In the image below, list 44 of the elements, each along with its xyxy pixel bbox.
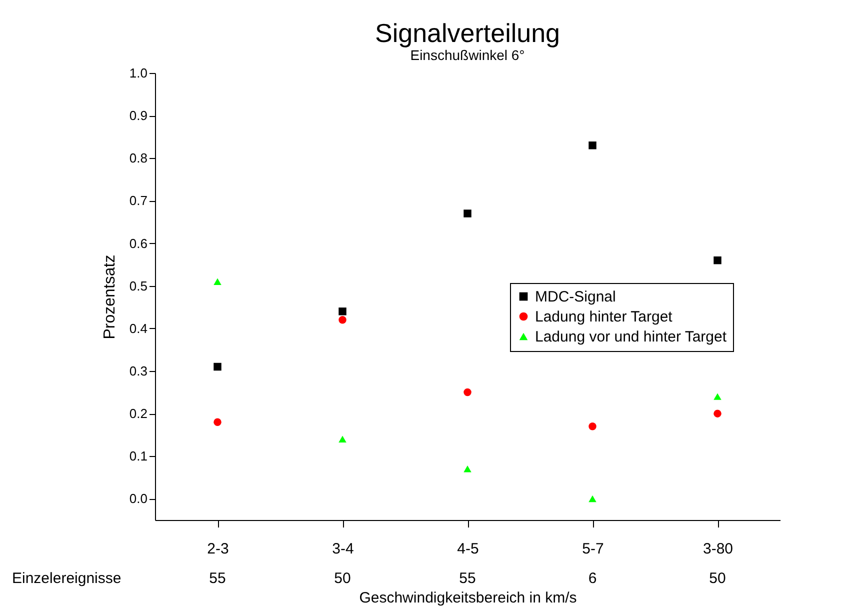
text: 50 xyxy=(709,570,726,587)
y-tick-label: 0.7 xyxy=(129,193,148,208)
point xyxy=(214,362,222,371)
y-tick-label: 0.8 xyxy=(129,150,148,166)
x-tick-label: 3-4 xyxy=(332,540,354,558)
point xyxy=(588,422,596,430)
point xyxy=(714,410,722,418)
x-tick-label: 2-3 xyxy=(207,540,229,558)
y-tick-label: 0.4 xyxy=(129,320,148,336)
point xyxy=(714,393,722,400)
point xyxy=(338,308,346,316)
text: 50 xyxy=(334,570,351,587)
legend-label: MDC-Signal xyxy=(535,288,616,306)
point xyxy=(214,418,222,426)
y-tick-label: 0.3 xyxy=(129,364,148,378)
y-tick-label: 0.2 xyxy=(129,406,148,422)
point xyxy=(714,256,722,264)
chart-title: Signalverteilung xyxy=(374,18,560,48)
x-tick-label: 4-5 xyxy=(457,540,479,558)
point xyxy=(588,495,596,502)
y-axis-title: Prozentsatz xyxy=(101,254,118,340)
point xyxy=(588,142,596,150)
y-tick-label: 0.6 xyxy=(129,236,148,251)
text: 55 xyxy=(209,570,226,587)
y-tick-label: 0.1 xyxy=(129,448,148,464)
point xyxy=(464,466,472,472)
point xyxy=(464,388,472,396)
y-tick-label: 0.5 xyxy=(129,278,148,294)
text: 6 xyxy=(588,570,597,587)
legend-label: Ladung vor und hinter Target xyxy=(535,328,728,346)
point xyxy=(464,210,472,218)
text: 55 xyxy=(459,570,476,587)
point xyxy=(214,278,222,285)
text: Einzelereignisse xyxy=(12,570,122,587)
point xyxy=(338,316,346,324)
chart-subtitle: Einschußwinkel 6° xyxy=(410,47,525,63)
y-tick-label: 0.0 xyxy=(129,491,148,506)
x-tick-label: 5-7 xyxy=(582,540,604,558)
point xyxy=(338,436,346,442)
x-tick-label: 3-80 xyxy=(702,540,734,558)
x-axis-title: Geschwindigkeitsbereich in km/s xyxy=(359,590,577,606)
y-tick-label: 1.0 xyxy=(129,66,148,80)
y-tick-label: 0.9 xyxy=(129,108,148,124)
legend-label: Ladung hinter Target xyxy=(535,308,674,326)
